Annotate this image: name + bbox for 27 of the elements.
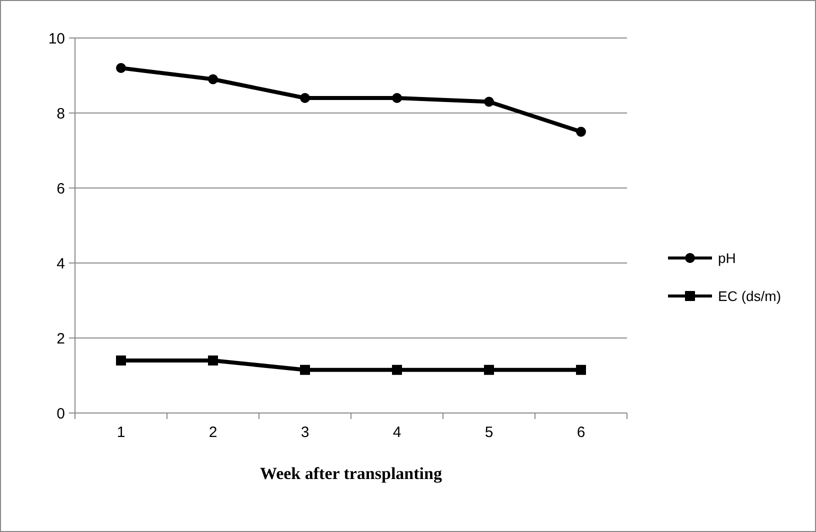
y-tick-label: 8: [56, 105, 65, 122]
x-tick-label: 4: [392, 424, 402, 441]
point: [116, 356, 126, 366]
y-tick-label: 0: [56, 405, 65, 422]
point: [208, 356, 218, 366]
y-tick-label: 2: [56, 330, 65, 348]
point: [576, 364, 586, 375]
legend-label: pH: [718, 250, 736, 266]
point: [392, 364, 402, 375]
point: [484, 364, 494, 375]
x-tick-label: 5: [484, 424, 494, 441]
x-tick-label: 2: [208, 424, 218, 441]
x-tick-label: 1: [116, 424, 126, 441]
legend-label: EC (ds/m): [718, 288, 781, 304]
x-axis-title: Week after transplanting: [260, 464, 442, 483]
x-tick-label: 3: [300, 424, 310, 441]
y-tick-label: 6: [56, 180, 65, 198]
point: [484, 96, 494, 107]
x-tick-label: 6: [576, 424, 586, 441]
point: [300, 364, 310, 375]
point: [392, 93, 402, 103]
y-tick-label: 10: [48, 30, 65, 48]
point: [116, 63, 126, 73]
point: [300, 93, 310, 103]
point: [576, 126, 586, 137]
point: [208, 74, 218, 84]
y-tick-label: 4: [56, 255, 65, 272]
